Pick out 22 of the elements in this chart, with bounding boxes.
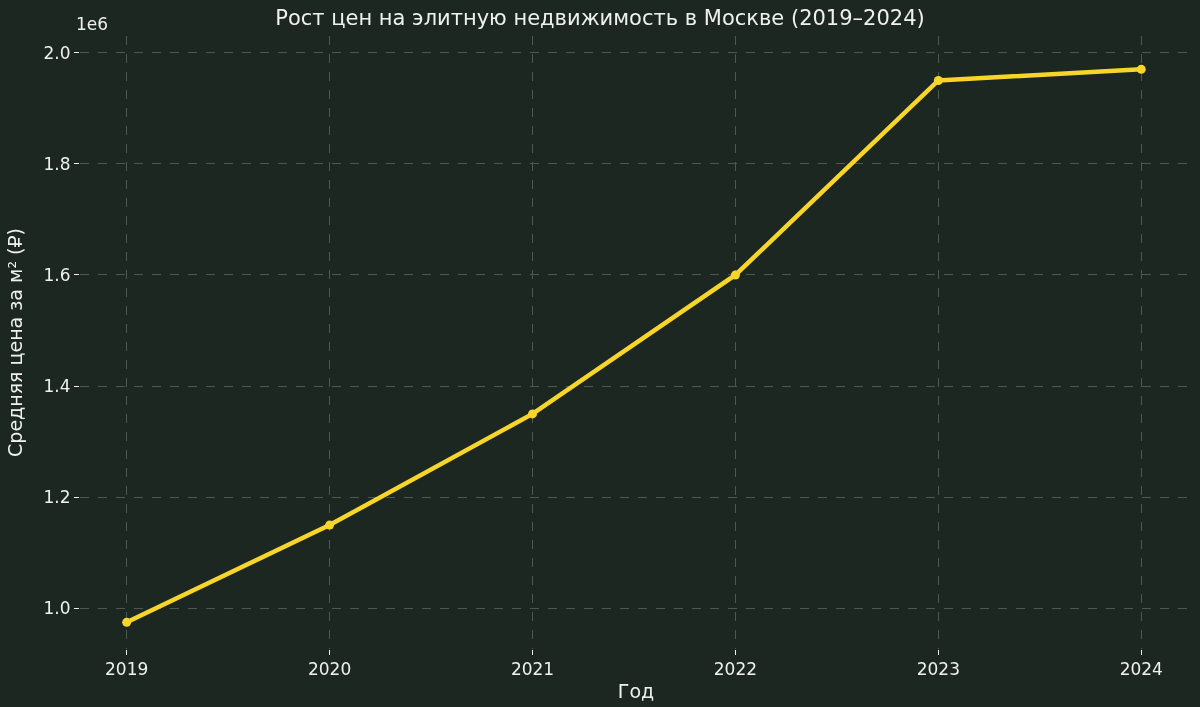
x-tick-label: 2023	[916, 659, 960, 680]
x-tick-label: 2021	[510, 659, 555, 680]
y-tick-label: 1.0	[43, 598, 71, 619]
x-tick-label: 2022	[713, 659, 758, 680]
point	[122, 617, 132, 627]
text: 1e6	[76, 14, 109, 34]
y-tick-label: 1.2	[43, 487, 71, 508]
point	[528, 409, 538, 419]
x-tick-label: 2020	[307, 659, 352, 680]
y-axis-title: Средняя цена за м² (₽)	[4, 228, 27, 457]
point	[933, 75, 943, 85]
point	[1136, 64, 1146, 74]
point	[730, 270, 740, 280]
point	[325, 520, 335, 530]
x-tick-label: 2024	[1119, 659, 1163, 680]
x-tick-label: 2019	[105, 659, 149, 680]
y-tick-label: 1.4	[43, 376, 71, 397]
y-tick-label: 1.8	[43, 153, 71, 174]
x-axis-title: Год	[617, 680, 655, 703]
chart-title: Рост цен на элитную недвижимость в Москве (2019–2024)	[275, 6, 925, 31]
y-tick-label: 1.6	[43, 264, 71, 285]
y-tick-label: 2.0	[43, 42, 71, 63]
